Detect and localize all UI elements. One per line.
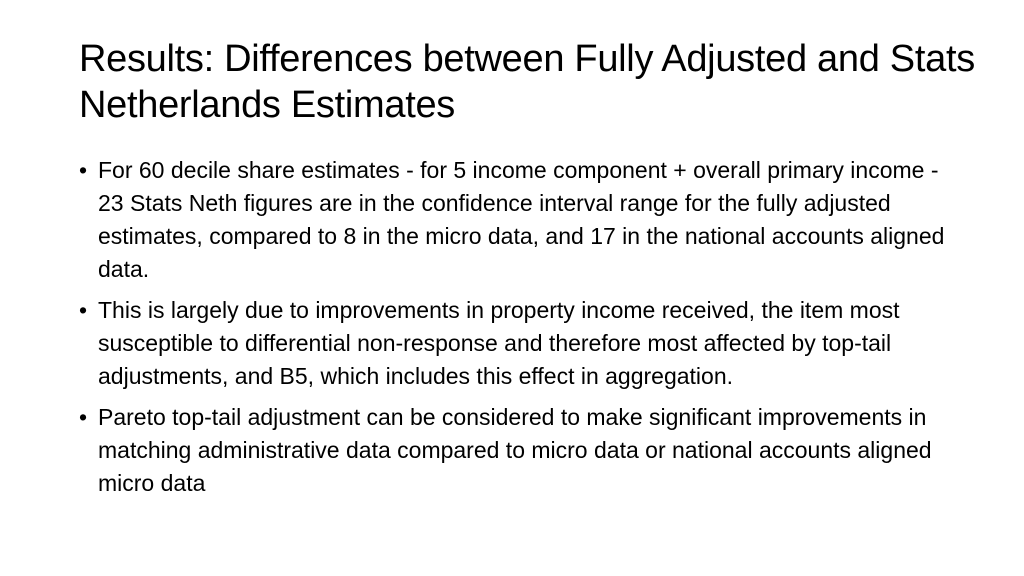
slide-title: Results: Differences between Fully Adjus… [79, 38, 975, 126]
bullet-item: • This is largely due to improvements in… [79, 294, 959, 393]
bullet-text: This is largely due to improvements in p… [98, 297, 900, 389]
bullet-marker: • [79, 404, 88, 430]
bullet-marker: • [79, 157, 88, 183]
bullet-item: • Pareto top-tail adjustment can be cons… [79, 401, 959, 500]
bullet-text: Pareto top-tail adjustment can be consid… [98, 404, 932, 496]
bullet-marker: • [79, 297, 88, 323]
bullet-text: For 60 decile share estimates - for 5 in… [98, 157, 945, 282]
bullet-item: • For 60 decile share estimates - for 5 … [79, 154, 959, 286]
bullet-list: • For 60 decile share estimates - for 5 … [79, 154, 959, 508]
